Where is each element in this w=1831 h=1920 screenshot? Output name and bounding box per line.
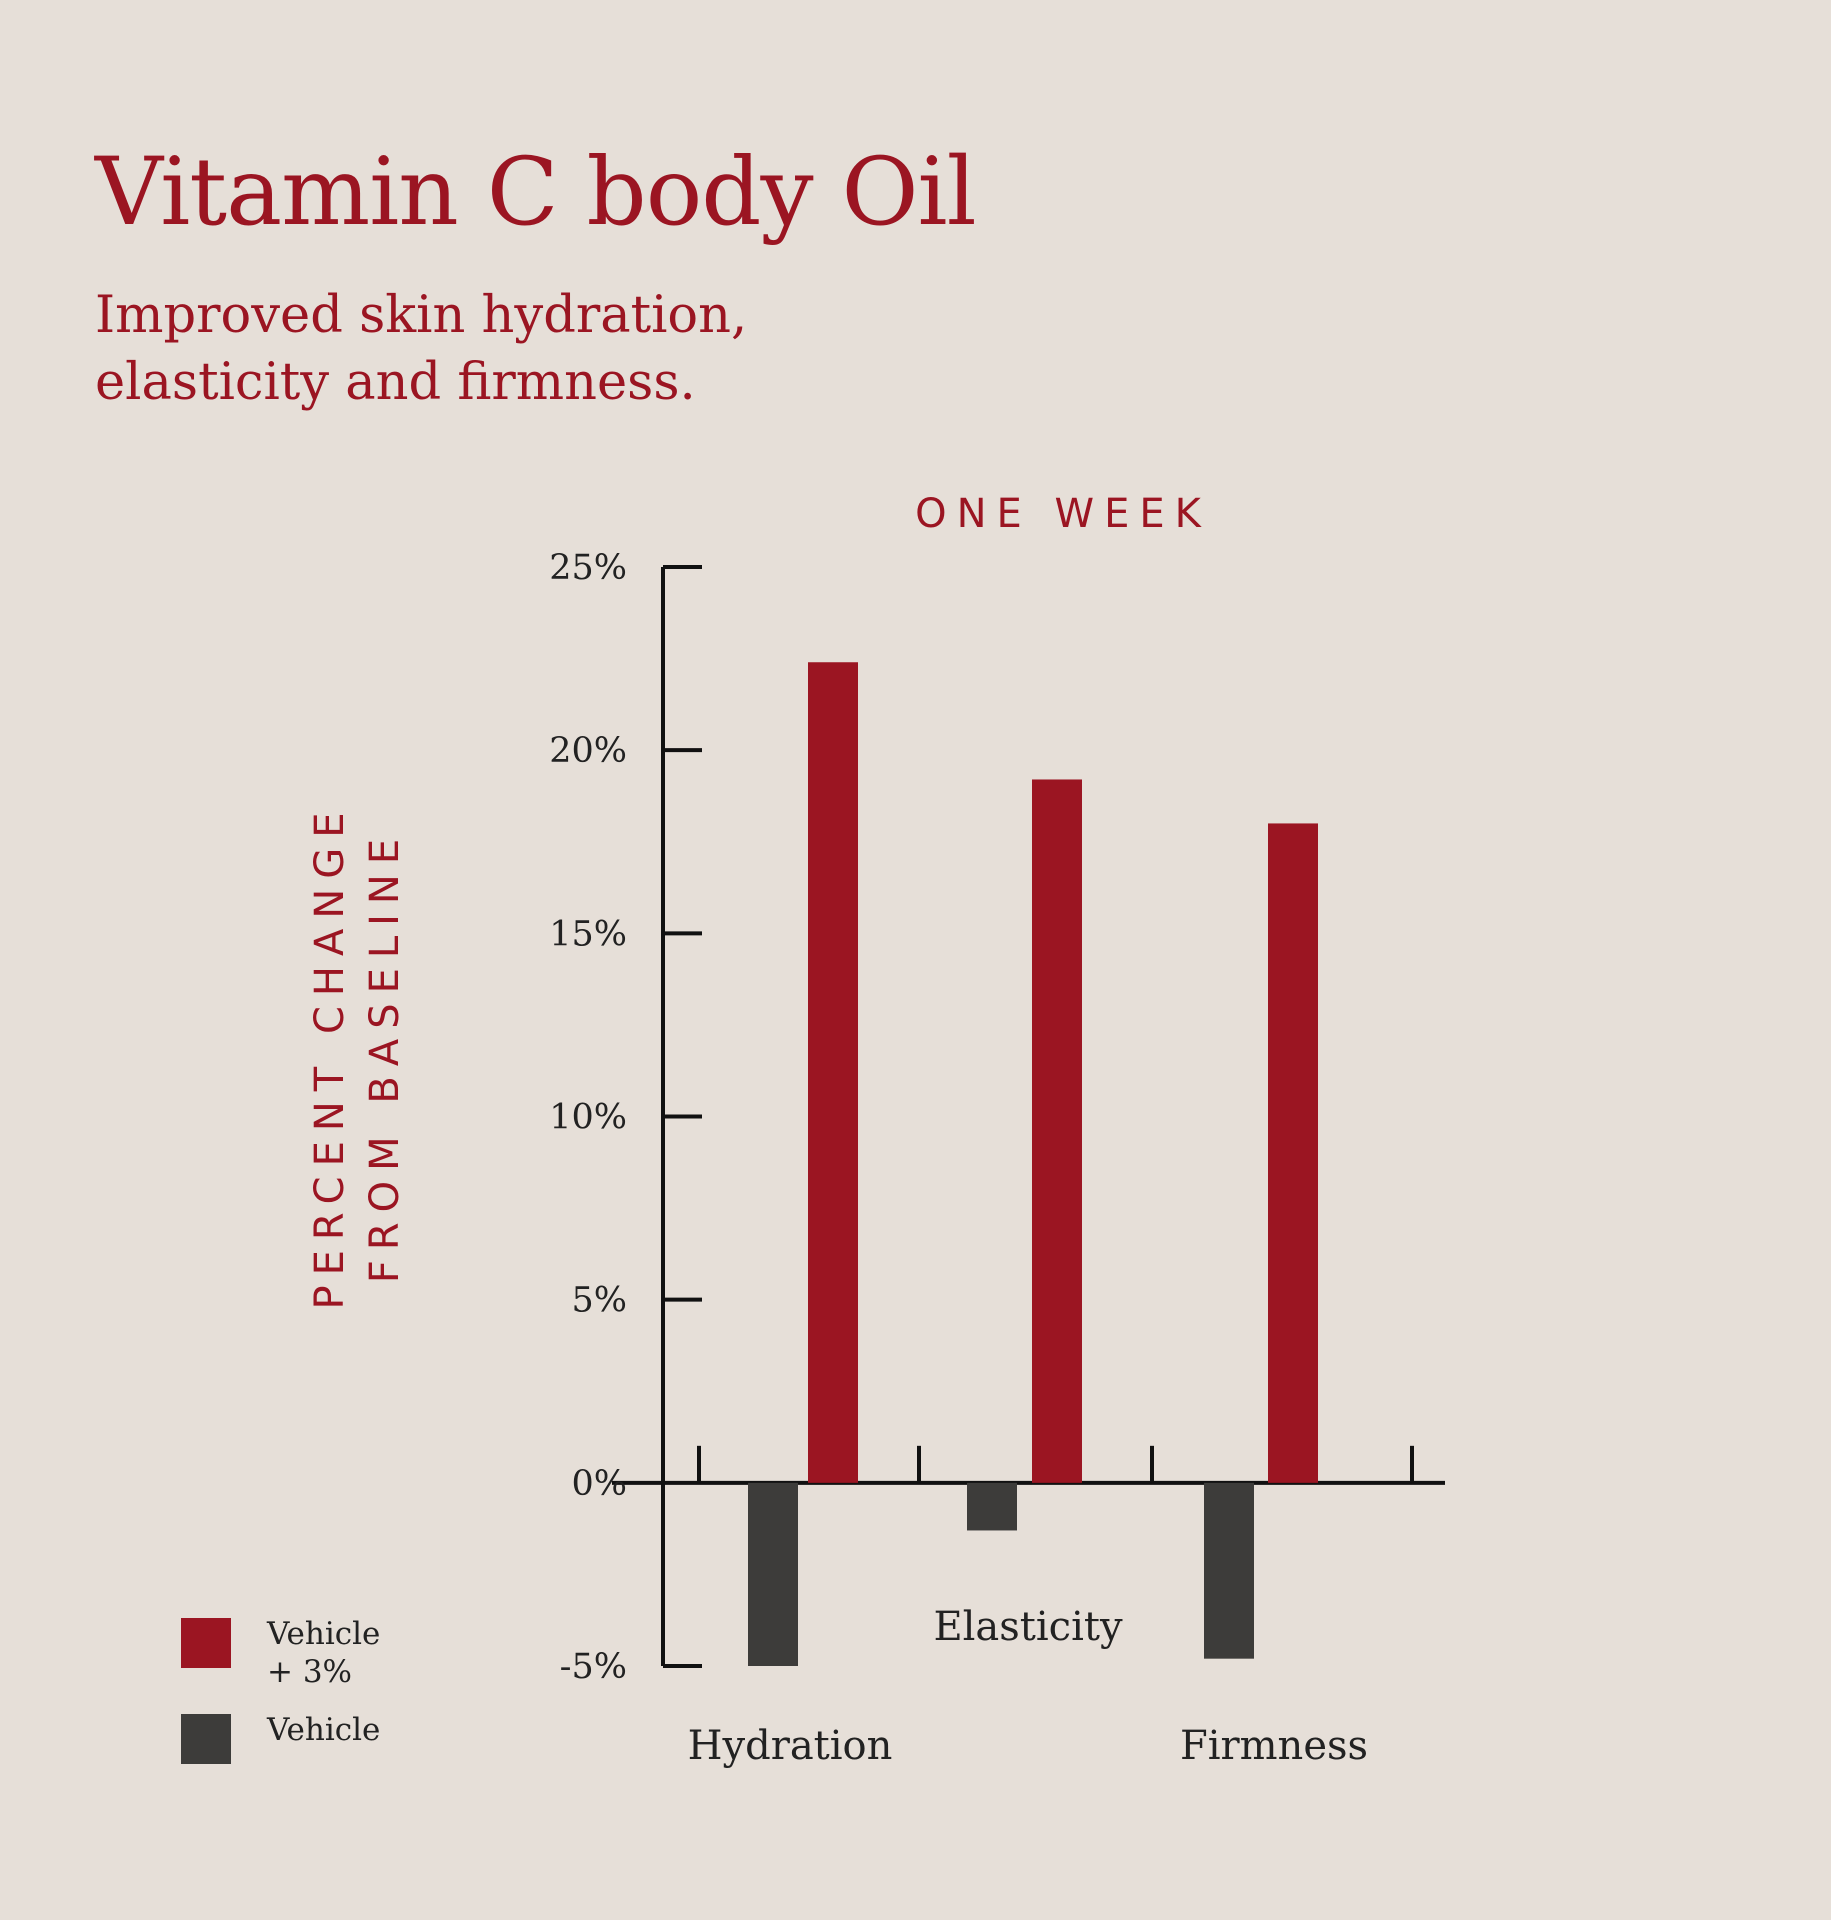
y-tick-label: 0% xyxy=(571,1464,627,1504)
x-category-label: Hydration xyxy=(688,1723,893,1769)
y-tick-label: 15% xyxy=(549,914,627,954)
page-title: Vitamin C body Oil xyxy=(95,138,977,247)
x-category-label: Elasticity xyxy=(933,1604,1123,1650)
bar-vehicle-plus xyxy=(808,662,858,1483)
page-subtitle: Improved skin hydration, elasticity and … xyxy=(95,282,995,416)
bar-vehicle-plus xyxy=(1032,779,1082,1483)
bar-vehicle-plus xyxy=(1268,823,1318,1483)
legend-label-vehicle-plus: Vehicle + 3% xyxy=(267,1616,381,1690)
subtitle-line-1: Improved skin hydration, xyxy=(95,286,748,345)
y-tick-label: 5% xyxy=(571,1281,627,1321)
subtitle-line-2: elasticity and firmness. xyxy=(95,353,696,412)
x-category-label: Firmness xyxy=(1180,1723,1368,1769)
bar-vehicle xyxy=(967,1482,1017,1531)
bar-vehicle xyxy=(748,1482,798,1666)
chart-labels: 25% 20% 15% 10% 5% 0% -5% Hydration Elasticity Fi… xyxy=(549,548,1368,1769)
legend-label-vehicle: Vehicle xyxy=(267,1712,381,1748)
chart-bars xyxy=(748,662,1318,1666)
chart-title: ONE WEEK xyxy=(915,491,1211,537)
y-tick-label: 20% xyxy=(549,731,627,771)
y-tick-label: 25% xyxy=(549,548,627,588)
y-tick-label: -5% xyxy=(560,1647,627,1687)
y-axis-label-line-2: FROM BASELINE xyxy=(362,829,408,1283)
bar-vehicle xyxy=(1204,1482,1254,1659)
y-axis-label-line-1: PERCENT CHANGE xyxy=(307,802,353,1309)
y-axis-label: PERCENT CHANGE FROM BASELINE xyxy=(307,802,408,1309)
y-tick-label: 10% xyxy=(549,1098,627,1138)
legend-swatch-vehicle-plus xyxy=(181,1618,231,1668)
legend-swatch-vehicle xyxy=(181,1714,231,1764)
chart-axes xyxy=(612,565,1445,1668)
